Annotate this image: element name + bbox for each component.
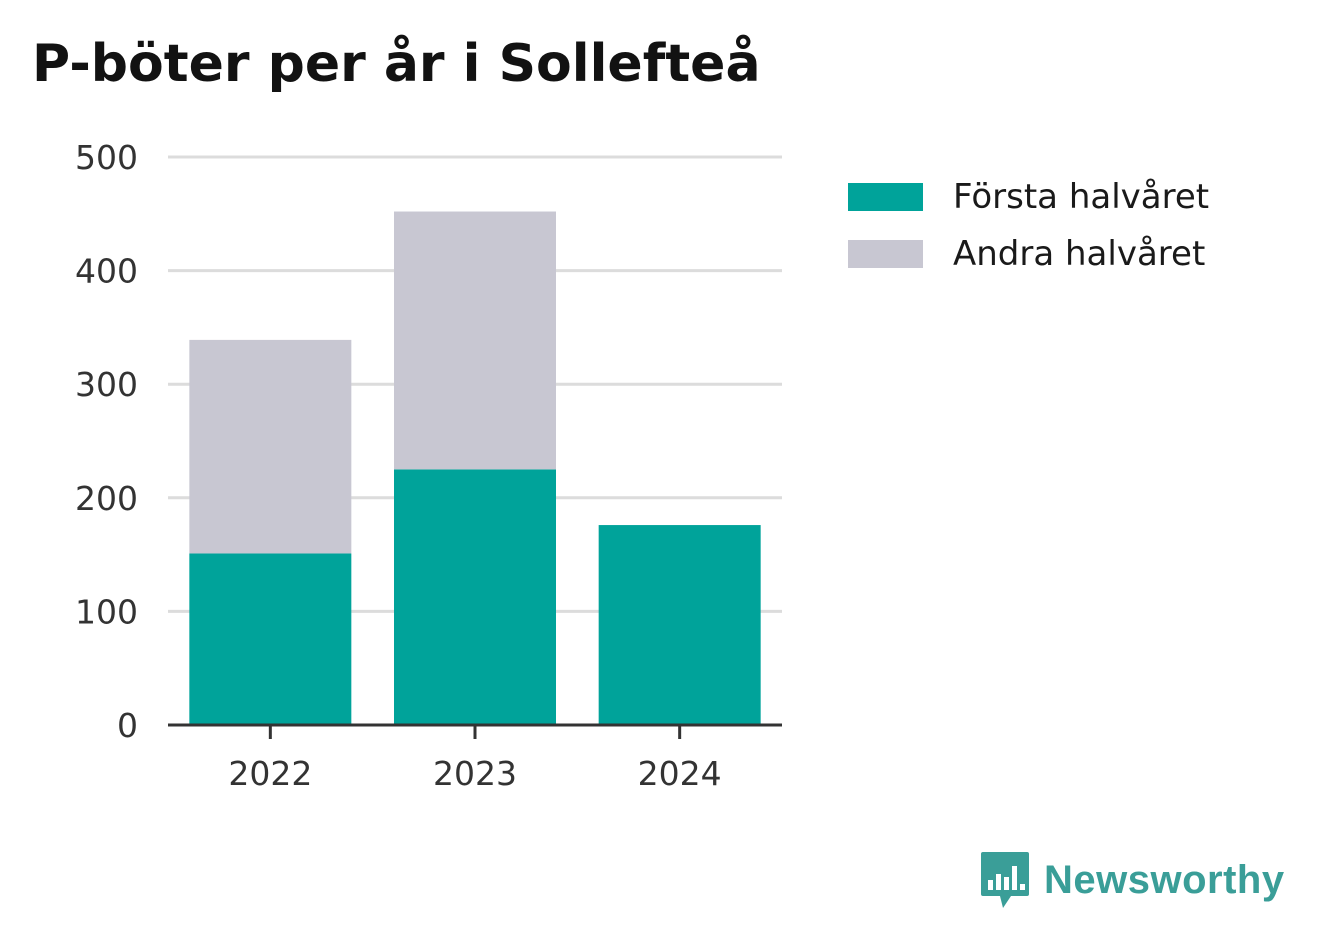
legend-item-series-0[interactable]: Första halvåret — [848, 168, 1209, 225]
chart-title: P-böter per år i Sollefteå — [32, 34, 761, 94]
y-tick-label: 400 — [75, 252, 138, 291]
brand[interactable]: Newsworthy — [980, 850, 1285, 910]
bar-2022-series-0[interactable] — [189, 553, 352, 725]
y-tick-label: 300 — [75, 365, 138, 404]
legend-swatch-series-0 — [848, 182, 923, 211]
bar-2024-series-0[interactable] — [598, 525, 761, 725]
y-tick-label: 100 — [75, 592, 138, 631]
newsworthy-logo-icon — [981, 852, 1029, 908]
legend-swatch-series-1 — [848, 239, 923, 268]
x-tick-label: 2022 — [228, 754, 312, 793]
legend-label-series-0: Första halvåret — [953, 176, 1210, 217]
legend-label-series-1: Andra halvåret — [953, 233, 1206, 274]
bar-2022-series-1[interactable] — [189, 339, 352, 554]
bars — [189, 211, 761, 725]
axes: 0 100 200 300 400 500 2022 2023 2024 — [75, 138, 782, 793]
legend: Första halvåret Andra halvåret — [848, 168, 1209, 282]
bar-2023-series-0[interactable] — [394, 469, 556, 725]
y-tick-label: 0 — [117, 706, 138, 745]
brand-name: Newsworthy — [1044, 857, 1285, 902]
x-tick-label: 2023 — [433, 754, 517, 793]
y-tick-label: 200 — [75, 479, 138, 518]
legend-item-series-1[interactable]: Andra halvåret — [848, 225, 1209, 282]
y-tick-label: 500 — [75, 138, 138, 177]
bar-2023-series-1[interactable] — [394, 211, 556, 470]
x-tick-label: 2024 — [638, 754, 722, 793]
